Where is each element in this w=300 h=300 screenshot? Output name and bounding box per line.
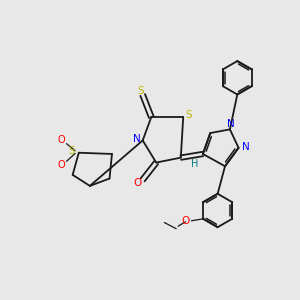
Text: O: O (58, 135, 65, 145)
Text: N: N (133, 134, 140, 144)
Text: S: S (185, 110, 192, 120)
Text: O: O (134, 178, 142, 188)
Text: O: O (58, 160, 65, 170)
Text: N: N (227, 119, 235, 129)
Text: O: O (182, 216, 190, 226)
Text: S: S (137, 86, 143, 96)
Text: N: N (242, 142, 249, 152)
Text: S: S (69, 146, 75, 157)
Text: H: H (190, 159, 198, 170)
